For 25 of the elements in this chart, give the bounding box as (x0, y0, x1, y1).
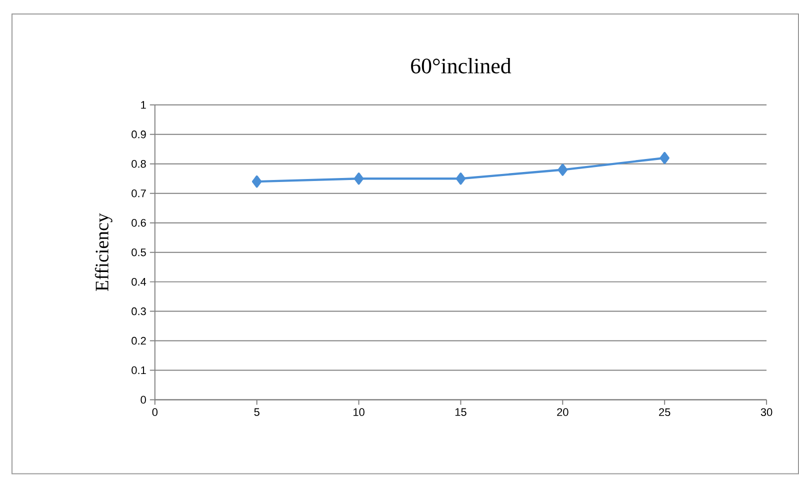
x-tick-label: 10 (354, 408, 364, 416)
y-tick-label: 0 (140, 396, 146, 404)
y-tick-label: 0.1 (132, 366, 146, 374)
y-tick-label: 0.5 (132, 248, 146, 256)
y-tick-label: 0.7 (132, 190, 146, 198)
point (252, 176, 262, 188)
chart-title: 60°inclined (411, 58, 512, 74)
point (660, 152, 670, 164)
y-tick-label: 1 (141, 101, 146, 109)
y-tick-label: 0.3 (132, 308, 146, 316)
x-tick-label: 20 (557, 408, 568, 416)
point (456, 172, 466, 185)
x-tick-label: 15 (455, 408, 466, 416)
y-tick-label: 0.2 (132, 337, 146, 345)
y-tick-label: 0.6 (132, 219, 146, 227)
y-tick-label: 0.4 (132, 278, 146, 286)
x-tick-label: 30 (760, 408, 772, 416)
point (354, 172, 364, 185)
y-axis-title: Efficiency (94, 213, 112, 292)
y-tick-label: 0.8 (132, 160, 146, 168)
x-tick-label: 25 (659, 408, 670, 416)
point (558, 164, 568, 176)
x-tick-label: 5 (254, 408, 260, 416)
y-tick-label: 0.9 (132, 130, 146, 138)
x-tick-label: 0 (152, 408, 158, 416)
